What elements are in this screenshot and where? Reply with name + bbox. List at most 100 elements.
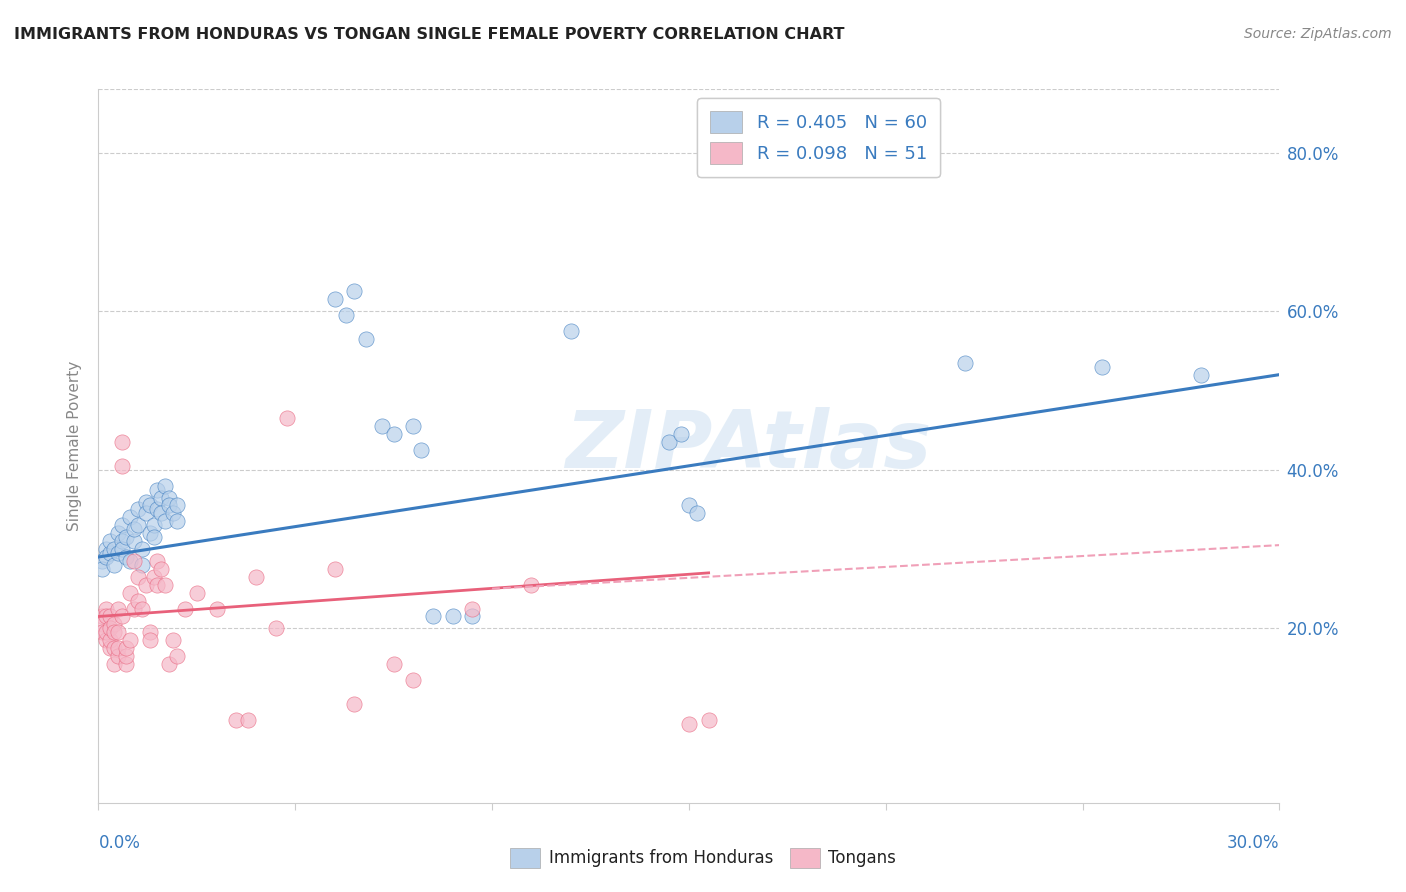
Point	[96, 549, 118, 564]
Point	[98, 621, 121, 635]
Point	[111, 542, 134, 557]
Point	[150, 562, 173, 576]
Point	[402, 673, 425, 687]
Point	[118, 510, 141, 524]
Text: Source: ZipAtlas.com: Source: ZipAtlas.com	[1244, 27, 1392, 41]
Point	[264, 621, 287, 635]
Point	[96, 633, 118, 648]
Point	[107, 625, 129, 640]
Point	[98, 546, 121, 560]
Point	[131, 558, 153, 572]
Point	[127, 518, 149, 533]
Point	[103, 641, 125, 656]
Point	[335, 308, 357, 322]
Point	[411, 442, 433, 457]
Point	[162, 633, 184, 648]
Point	[111, 435, 134, 450]
Point	[98, 641, 121, 656]
Point	[461, 609, 484, 624]
Point	[323, 562, 346, 576]
Point	[138, 526, 160, 541]
Point	[111, 458, 134, 473]
Text: ZIPAtlas: ZIPAtlas	[565, 407, 931, 485]
Point	[135, 578, 157, 592]
Point	[127, 502, 149, 516]
Point	[107, 526, 129, 541]
Point	[276, 411, 298, 425]
Point	[138, 625, 160, 640]
Point	[441, 609, 464, 624]
Point	[402, 419, 425, 434]
Point	[157, 491, 180, 505]
Point	[118, 585, 141, 599]
Y-axis label: Single Female Poverty: Single Female Poverty	[67, 361, 83, 531]
Point	[115, 649, 138, 664]
Point	[658, 435, 681, 450]
Point	[138, 499, 160, 513]
Point	[150, 491, 173, 505]
Point	[155, 514, 177, 528]
Point	[422, 609, 444, 624]
Point	[686, 507, 709, 521]
Point	[245, 570, 267, 584]
Point	[354, 332, 377, 346]
Point	[135, 507, 157, 521]
Point	[115, 530, 138, 544]
Point	[98, 534, 121, 549]
Point	[146, 483, 169, 497]
Point	[91, 554, 114, 568]
Point	[371, 419, 394, 434]
Point	[669, 427, 692, 442]
Point	[127, 570, 149, 584]
Point	[166, 499, 188, 513]
Point	[142, 518, 165, 533]
Point	[186, 585, 208, 599]
Point	[146, 554, 169, 568]
Point	[91, 609, 114, 624]
Point	[174, 601, 197, 615]
Point	[103, 558, 125, 572]
Point	[131, 601, 153, 615]
Point	[103, 625, 125, 640]
Point	[127, 593, 149, 607]
Point	[382, 657, 405, 671]
Point	[115, 657, 138, 671]
Point	[343, 285, 366, 299]
Point	[122, 601, 145, 615]
Point	[91, 562, 114, 576]
Point	[155, 578, 177, 592]
Point	[107, 546, 129, 560]
Point	[560, 324, 582, 338]
Point	[953, 356, 976, 370]
Point	[96, 601, 118, 615]
Point	[166, 514, 188, 528]
Text: 30.0%: 30.0%	[1227, 834, 1279, 852]
Point	[1189, 368, 1212, 382]
Point	[157, 499, 180, 513]
Point	[697, 713, 720, 727]
Point	[162, 507, 184, 521]
Point	[678, 716, 700, 731]
Point	[382, 427, 405, 442]
Point	[122, 554, 145, 568]
Point	[115, 549, 138, 564]
Point	[122, 522, 145, 536]
Point	[118, 554, 141, 568]
Point	[91, 625, 114, 640]
Point	[135, 494, 157, 508]
Legend: Immigrants from Honduras, Tongans: Immigrants from Honduras, Tongans	[503, 841, 903, 875]
Point	[111, 609, 134, 624]
Point	[343, 697, 366, 711]
Point	[138, 633, 160, 648]
Point	[155, 478, 177, 492]
Point	[131, 542, 153, 557]
Point	[96, 625, 118, 640]
Point	[461, 601, 484, 615]
Point	[107, 601, 129, 615]
Point	[91, 617, 114, 632]
Point	[111, 534, 134, 549]
Point	[107, 649, 129, 664]
Point	[225, 713, 247, 727]
Point	[118, 633, 141, 648]
Point	[520, 578, 543, 592]
